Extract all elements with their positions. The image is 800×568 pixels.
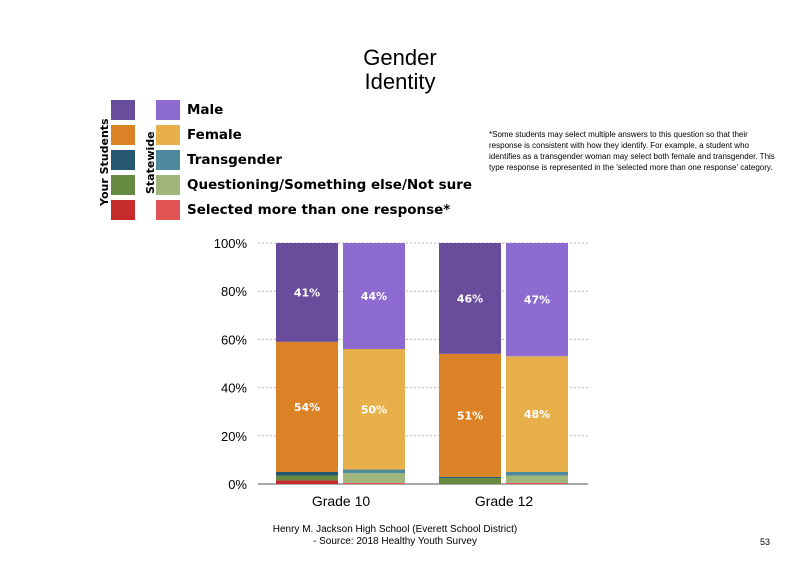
data-label-grade-12-your-students-female: 51% [457,409,483,422]
bar-segment-grade-10-statewide-male [343,243,405,350]
bar-segment-grade-10-statewide-questioning-something-else-not-sure [343,473,405,483]
bar-segment-grade-12-your-students-transgender [439,476,501,478]
x-category-label: Grade 12 [475,493,534,509]
bar-segment-grade-12-your-students-questioning-something-else-not-sure [439,477,501,484]
bar-segment-grade-12-statewide-female [506,356,568,472]
legend-swatch-multiple-state [156,200,180,220]
legend-label-transgender: Transgender [187,152,283,168]
bar-segment-grade-10-statewide-female [343,349,405,470]
source-footer: Henry M. Jackson High School (Everett Sc… [272,524,518,547]
legend-label-female: Female [187,127,242,143]
data-label-grade-12-statewide-male: 47% [524,294,550,307]
chart-title: Gender Identity [363,45,437,94]
y-tick-label: 40% [221,381,247,396]
bar-segment-grade-10-your-students-transgender [276,471,338,476]
y-tick-label: 20% [221,429,247,444]
data-label-grade-10-your-students-female: 54% [294,401,320,414]
legend-swatch-transgender-state [156,150,180,170]
legend-label-multiple: Selected more than one response* [187,202,451,218]
bar-segment-grade-12-statewide-male [506,243,568,357]
legend-swatch-questioning-state [156,175,180,195]
bar-segment-grade-10-statewide-transgender [343,469,405,474]
bar-segment-grade-12-your-students-male [439,243,501,354]
footnote: *Some students may select multiple answe… [489,130,775,172]
y-tick-label: 60% [221,332,247,347]
data-label-grade-12-statewide-female: 48% [524,408,550,421]
bar-segment-grade-12-statewide-transgender [506,471,568,476]
legend-swatch-male-state [156,100,180,120]
legend-swatch-multiple-yours [111,200,135,220]
x-category-label: Grade 10 [312,493,371,509]
bar-segment-grade-12-statewide-selected-more-than-one-response [506,482,568,484]
y-tick-label: 0% [228,477,247,492]
bar-segment-grade-12-statewide-questioning-something-else-not-sure [506,475,568,483]
data-label-grade-10-statewide-female: 50% [361,403,387,416]
bar-segment-grade-10-statewide-selected-more-than-one-response [343,482,405,484]
legend-label-questioning: Questioning/Something else/Not sure [187,177,473,193]
legend-swatch-questioning-yours [111,175,135,195]
y-tick-label: 100% [214,236,248,251]
page-number: 53 [760,537,771,547]
bar-segment-grade-10-your-students-male [276,243,338,342]
legend-swatch-transgender-yours [111,150,135,170]
data-label-grade-12-your-students-male: 46% [457,292,483,305]
legend-label-male: Male [187,102,224,118]
data-label-grade-10-your-students-male: 41% [294,286,320,299]
legend-swatch-male-yours [111,100,135,120]
bar-segment-grade-10-your-students-female [276,341,338,472]
legend-swatch-female-state [156,125,180,145]
data-label-grade-10-statewide-male: 44% [361,290,387,303]
y-tick-label: 80% [221,284,247,299]
legend-swatch-female-yours [111,125,135,145]
bar-segment-grade-10-your-students-questioning-something-else-not-sure [276,475,338,481]
bar-segment-grade-12-your-students-female [439,353,501,477]
bar-segment-grade-10-your-students-selected-more-than-one-response [276,480,338,484]
